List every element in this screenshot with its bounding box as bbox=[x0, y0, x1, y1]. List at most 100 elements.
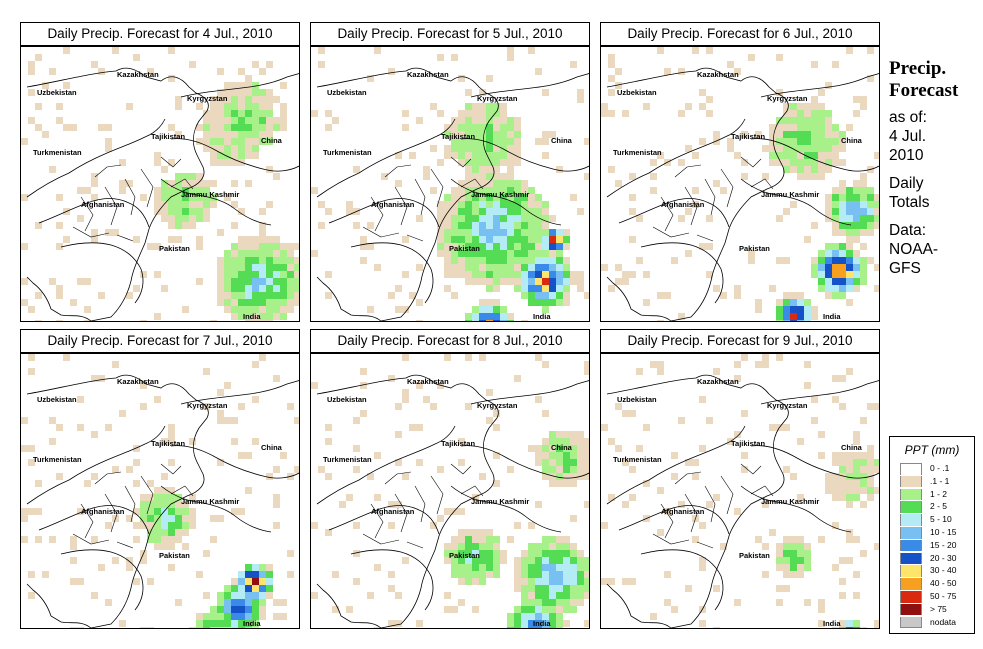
legend-label: 0 - .1 bbox=[930, 463, 950, 473]
country-label-jammu-kashmir: Jammu Kashmir bbox=[471, 497, 529, 506]
country-label-afghanistan: Afghanistan bbox=[371, 507, 415, 516]
country-label-kazakhstan: Kazakhstan bbox=[407, 70, 449, 79]
precip-map: Kazakhstan Uzbekistan Kyrgyzstan Tajikistan… bbox=[20, 353, 300, 629]
country-label-india: India bbox=[533, 619, 551, 628]
legend-item: 50 - 75 bbox=[900, 591, 974, 603]
forecast-panel-day3: Daily Precip. Forecast for 6 Jul., 2010 … bbox=[600, 22, 880, 322]
legend-item: 40 - 50 bbox=[900, 578, 974, 590]
forecast-info-sidebar: Precip. Forecast as of: 4 Jul. 2010 Dail… bbox=[889, 58, 979, 278]
legend-label: 15 - 20 bbox=[930, 539, 957, 550]
country-label-turkmenistan: Turkmenistan bbox=[613, 455, 662, 464]
country-label-jammu-kashmir: Jammu Kashmir bbox=[471, 190, 529, 199]
legend-item: 2 - 5 bbox=[900, 501, 974, 513]
country-label-tajikistan: Tajikistan bbox=[731, 132, 765, 141]
country-label-uzbekistan: Uzbekistan bbox=[617, 88, 657, 97]
country-label-kyrgyzstan: Kyrgyzstan bbox=[477, 94, 518, 103]
legend-label: > 75 bbox=[930, 603, 947, 614]
country-label-jammu-kashmir: Jammu Kashmir bbox=[761, 190, 819, 199]
legend-swatch bbox=[900, 463, 922, 475]
legend-swatch bbox=[900, 578, 922, 590]
country-label-china: China bbox=[551, 136, 573, 145]
legend-item: 10 - 15 bbox=[900, 527, 974, 539]
country-label-tajikistan: Tajikistan bbox=[731, 439, 765, 448]
country-label-afghanistan: Afghanistan bbox=[81, 200, 125, 209]
legend-swatch bbox=[900, 591, 922, 603]
country-label-afghanistan: Afghanistan bbox=[371, 200, 415, 209]
legend-swatch bbox=[900, 552, 922, 565]
country-label-turkmenistan: Turkmenistan bbox=[33, 455, 82, 464]
forecast-panel-day1: Daily Precip. Forecast for 4 Jul., 2010 … bbox=[20, 22, 300, 322]
country-label-tajikistan: Tajikistan bbox=[441, 132, 475, 141]
legend-swatch bbox=[900, 501, 922, 513]
country-label-pakistan: Pakistan bbox=[449, 244, 480, 253]
country-label-india: India bbox=[533, 312, 551, 321]
asof-line1: as of: bbox=[889, 109, 927, 126]
precip-map: Kazakhstan Uzbekistan Kyrgyzstan Tajikistan… bbox=[600, 353, 880, 629]
precip-grid: Kazakhstan Uzbekistan Kyrgyzstan Tajikistan… bbox=[601, 47, 879, 321]
legend-label: 5 - 10 bbox=[930, 514, 952, 525]
daily-line1: Daily bbox=[889, 175, 924, 192]
country-label-pakistan: Pakistan bbox=[739, 244, 770, 253]
legend-label: 50 - 75 bbox=[930, 591, 957, 601]
legend-item: 15 - 20 bbox=[900, 539, 974, 552]
country-label-afghanistan: Afghanistan bbox=[661, 200, 705, 209]
country-label-kazakhstan: Kazakhstan bbox=[697, 377, 739, 386]
legend-item: .1 - 1 bbox=[900, 475, 974, 488]
panel-title: Daily Precip. Forecast for 9 Jul., 2010 bbox=[600, 329, 880, 353]
precip-grid: Kazakhstan Uzbekistan Kyrgyzstan Tajikistan… bbox=[311, 47, 589, 321]
panel-title: Daily Precip. Forecast for 6 Jul., 2010 bbox=[600, 22, 880, 46]
forecast-panel-day5: Daily Precip. Forecast for 8 Jul., 2010 … bbox=[310, 329, 590, 629]
precip-map: Kazakhstan Uzbekistan Kyrgyzstan Tajikistan… bbox=[20, 46, 300, 322]
precip-map: Kazakhstan Uzbekistan Kyrgyzstan Tajikistan… bbox=[310, 353, 590, 629]
asof-line3: 2010 bbox=[889, 147, 924, 164]
legend-item: > 75 bbox=[900, 603, 974, 616]
legend-label: 40 - 50 bbox=[930, 578, 957, 589]
data-line1: Data: bbox=[889, 222, 927, 239]
country-label-china: China bbox=[261, 443, 283, 452]
panel-title: Daily Precip. Forecast for 7 Jul., 2010 bbox=[20, 329, 300, 353]
legend-item: nodata bbox=[900, 616, 974, 629]
precip-map: Kazakhstan Uzbekistan Kyrgyzstan Tajikistan… bbox=[310, 46, 590, 322]
legend-title: PPT (mm) bbox=[904, 443, 960, 457]
legend-swatch bbox=[900, 616, 922, 629]
sidebar-heading-line1: Precip. bbox=[889, 58, 947, 79]
precip-grid: Kazakhstan Uzbekistan Kyrgyzstan Tajikistan… bbox=[21, 47, 299, 321]
country-label-china: China bbox=[551, 443, 573, 452]
country-label-kyrgyzstan: Kyrgyzstan bbox=[767, 94, 808, 103]
legend-label: 10 - 15 bbox=[930, 527, 957, 537]
legend-swatch bbox=[900, 527, 922, 539]
country-label-kyrgyzstan: Kyrgyzstan bbox=[767, 401, 808, 410]
country-label-jammu-kashmir: Jammu Kashmir bbox=[181, 190, 239, 199]
country-label-china: China bbox=[261, 136, 283, 145]
legend-label: 1 - 2 bbox=[930, 488, 948, 499]
daily-line2: Totals bbox=[889, 194, 930, 211]
legend-swatch bbox=[900, 565, 922, 577]
country-label-turkmenistan: Turkmenistan bbox=[33, 148, 82, 157]
country-label-pakistan: Pakistan bbox=[159, 551, 190, 560]
country-label-china: China bbox=[841, 443, 863, 452]
country-label-india: India bbox=[823, 312, 841, 321]
forecast-panel-day6: Daily Precip. Forecast for 9 Jul., 2010 … bbox=[600, 329, 880, 629]
country-label-india: India bbox=[243, 312, 261, 321]
legend-swatch bbox=[900, 603, 922, 616]
country-label-turkmenistan: Turkmenistan bbox=[323, 455, 372, 464]
legend-item: 20 - 30 bbox=[900, 552, 974, 565]
country-label-kazakhstan: Kazakhstan bbox=[117, 377, 159, 386]
country-label-kyrgyzstan: Kyrgyzstan bbox=[187, 94, 228, 103]
country-label-india: India bbox=[243, 619, 261, 628]
country-label-uzbekistan: Uzbekistan bbox=[327, 88, 367, 97]
country-label-kazakhstan: Kazakhstan bbox=[407, 377, 449, 386]
precip-grid: Kazakhstan Uzbekistan Kyrgyzstan Tajikistan… bbox=[311, 354, 589, 628]
panel-title: Daily Precip. Forecast for 4 Jul., 2010 bbox=[20, 22, 300, 46]
legend-item: 1 - 2 bbox=[900, 488, 974, 501]
legend-label: nodata bbox=[930, 616, 956, 627]
precip-grid: Kazakhstan Uzbekistan Kyrgyzstan Tajikistan… bbox=[21, 354, 299, 628]
legend-label: 30 - 40 bbox=[930, 565, 957, 576]
country-label-pakistan: Pakistan bbox=[739, 551, 770, 560]
legend-swatch bbox=[900, 539, 922, 552]
country-label-jammu-kashmir: Jammu Kashmir bbox=[181, 497, 239, 506]
panel-title: Daily Precip. Forecast for 8 Jul., 2010 bbox=[310, 329, 590, 353]
country-label-tajikistan: Tajikistan bbox=[151, 439, 185, 448]
country-label-uzbekistan: Uzbekistan bbox=[617, 395, 657, 404]
ppt-legend: PPT (mm) 0 - .1 .1 - 1 1 - 2 2 - 5 5 - 10 10 … bbox=[889, 436, 975, 634]
